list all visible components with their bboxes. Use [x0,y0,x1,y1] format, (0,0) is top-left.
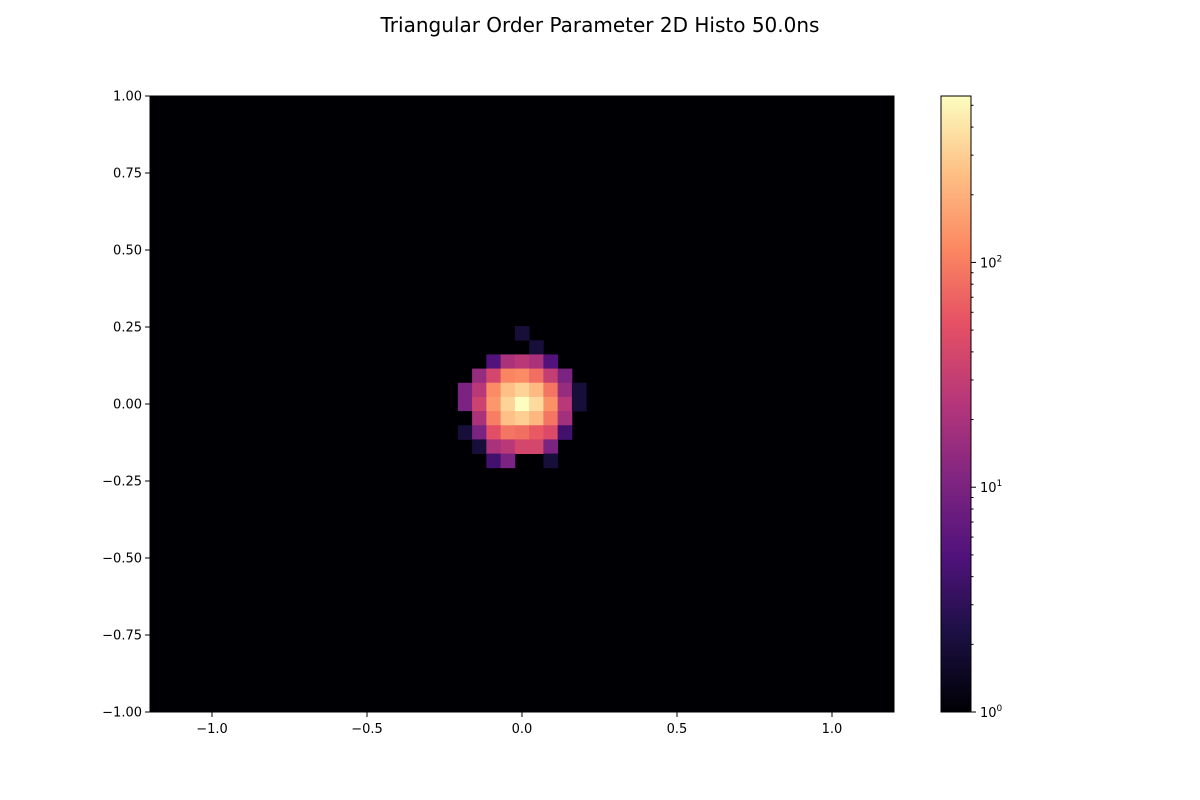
histogram-bin [514,382,530,398]
histogram-bin [543,382,559,398]
histogram-bin [472,396,487,412]
y-axis: 1.00 0.75 0.50 0.25 0.00 −0.25 −0.50 −0.75 −1.00 [102,90,150,721]
histogram-bin [571,439,587,454]
histogram-bin [557,396,573,412]
histogram-bin [529,411,544,426]
histogram-bin [514,396,530,412]
histogram-bin [557,368,573,384]
histogram-bin [457,425,473,440]
x-tick-label: 0.0 [512,722,533,737]
histogram-bin [486,396,502,412]
histogram-bin [514,425,530,440]
histogram-bin [486,425,502,440]
histogram-bin [500,396,516,412]
histogram-bin [472,425,487,440]
x-tick-label: −0.5 [351,722,383,737]
histogram-bin [543,425,559,440]
y-tick-label: 0.00 [113,398,142,413]
colorbar-ticks: 100 101 102 [971,104,1003,721]
histogram-bin [486,382,502,398]
x-tick-label: 0.5 [667,722,688,737]
histogram-bin [500,354,516,369]
histogram-bin [500,382,516,398]
y-tick-label: 0.50 [113,244,142,259]
histogram-bin [514,439,530,454]
histogram-bin [529,439,544,454]
histogram-bin [514,326,530,341]
histogram-bin [500,439,516,454]
histogram-bin [557,425,573,440]
histogram-bin [472,411,487,426]
colorbar-gradient [941,96,971,712]
histogram-bin [457,382,473,398]
histogram-bin [543,453,559,469]
histogram-bin [472,439,487,454]
histogram-bin [486,411,502,426]
y-tick-label: 0.25 [113,321,142,336]
y-tick-label: −0.25 [102,475,142,490]
y-tick-label: 1.00 [113,90,142,105]
y-tick-label: −1.00 [102,706,142,721]
histogram-bin [529,425,544,440]
x-tick-label: −1.0 [196,722,228,737]
histogram-bin [543,411,559,426]
histogram-bin [486,439,502,454]
y-tick-label: 0.75 [113,167,142,182]
histogram-bin [543,396,559,412]
x-tick-label: 1.0 [822,722,843,737]
histogram-bin [486,368,502,384]
histogram-bin [543,368,559,384]
histogram-bin [500,368,516,384]
histogram-bin [571,396,587,412]
histogram-bin [500,411,516,426]
histogram-bin [571,382,587,398]
histogram-bin [472,368,487,384]
plot-area: −1.0 −0.5 0.0 0.5 1.0 1.00 0.75 0.50 0.25 0.00 −0… [102,90,895,737]
colorbar-tick-label: 102 [980,254,1002,271]
histogram-bin [529,340,544,355]
y-tick-label: −0.50 [102,552,142,567]
histogram-bin [514,368,530,384]
colorbar-frame [940,95,972,713]
colorbar-tick-label: 101 [980,479,1002,496]
histogram-bin [529,382,544,398]
histogram-bin [472,382,487,398]
histogram-bin [557,411,573,426]
histogram-bin [514,354,530,369]
chart-title: Triangular Order Parameter 2D Histo 50.0… [380,13,820,37]
colorbar-tick-label: 100 [980,704,1003,721]
histogram-bin [486,354,502,369]
histogram-bin [514,411,530,426]
histogram-bin [557,382,573,398]
histogram-bin [529,368,544,384]
histogram-bin [457,411,473,426]
y-tick-label: −0.75 [102,629,142,644]
histogram-bin [529,396,544,412]
colorbar: 100 101 102 [940,95,1003,721]
histogram-bin [500,425,516,440]
histogram-bin [543,439,559,454]
histogram-bin [500,453,516,469]
x-axis: −1.0 −0.5 0.0 0.5 1.0 [196,712,842,737]
histogram-cells [457,326,587,469]
histogram-bin [486,453,502,469]
histogram-bin [457,396,473,412]
histogram-bin [529,354,544,369]
histogram-bin [543,354,559,369]
